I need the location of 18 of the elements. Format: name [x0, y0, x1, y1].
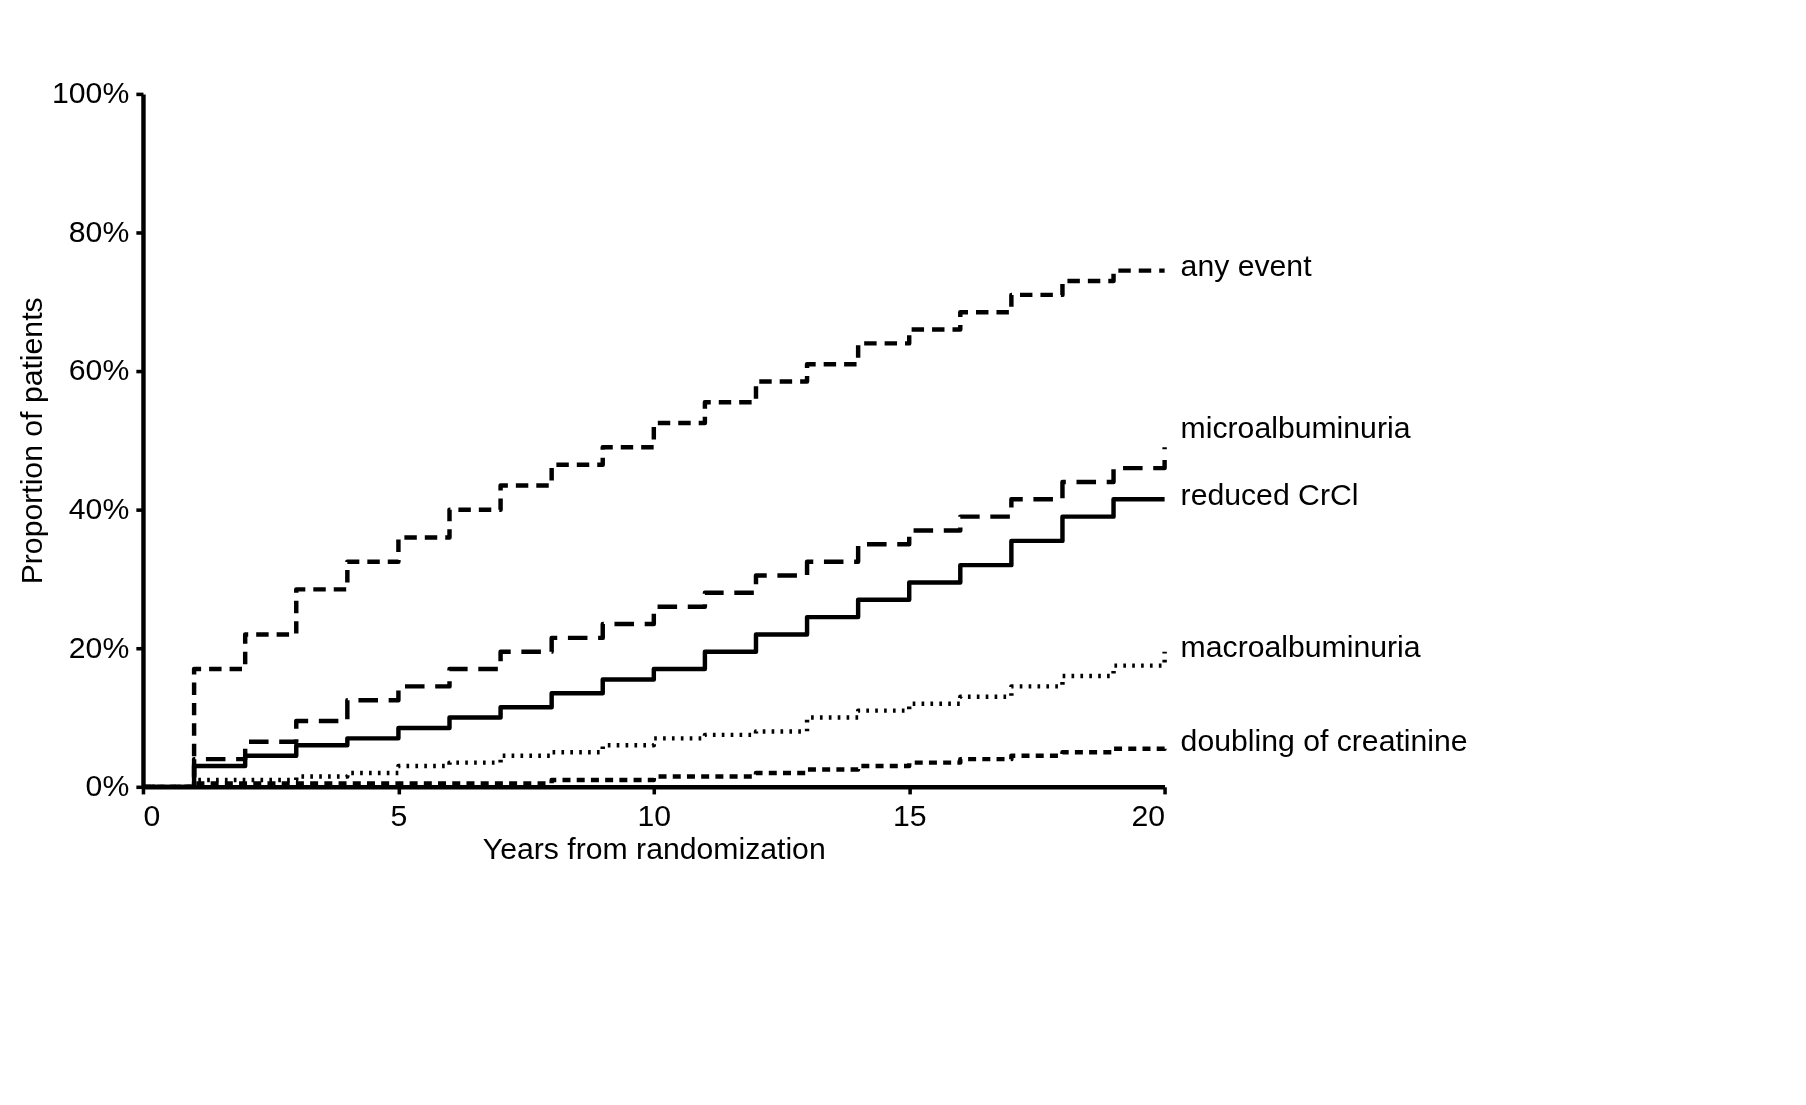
- series-label: reduced CrCl: [1180, 477, 1359, 511]
- x-tick-label: 5: [390, 798, 408, 832]
- series-label: microalbuminuria: [1180, 411, 1411, 445]
- y-axis-title: Proportion of patients: [15, 297, 49, 585]
- y-tick-label: 60%: [68, 353, 130, 387]
- x-tick-label: 10: [637, 798, 672, 832]
- y-tick-label: 80%: [68, 214, 130, 248]
- series-label: any event: [1180, 248, 1313, 282]
- series-label: macroalbuminuria: [1180, 630, 1421, 664]
- x-tick-label: 0: [143, 798, 161, 832]
- y-tick-label: 40%: [68, 492, 130, 526]
- x-axis-title: Years from randomization: [482, 832, 826, 866]
- y-tick-label: 20%: [68, 630, 130, 664]
- y-tick-label: 0%: [85, 769, 130, 803]
- x-tick-label: 15: [892, 798, 927, 832]
- y-tick-label: 100%: [52, 76, 130, 110]
- x-tick-label: 20: [1131, 798, 1166, 832]
- series-label: doubling of creatinine: [1180, 723, 1468, 757]
